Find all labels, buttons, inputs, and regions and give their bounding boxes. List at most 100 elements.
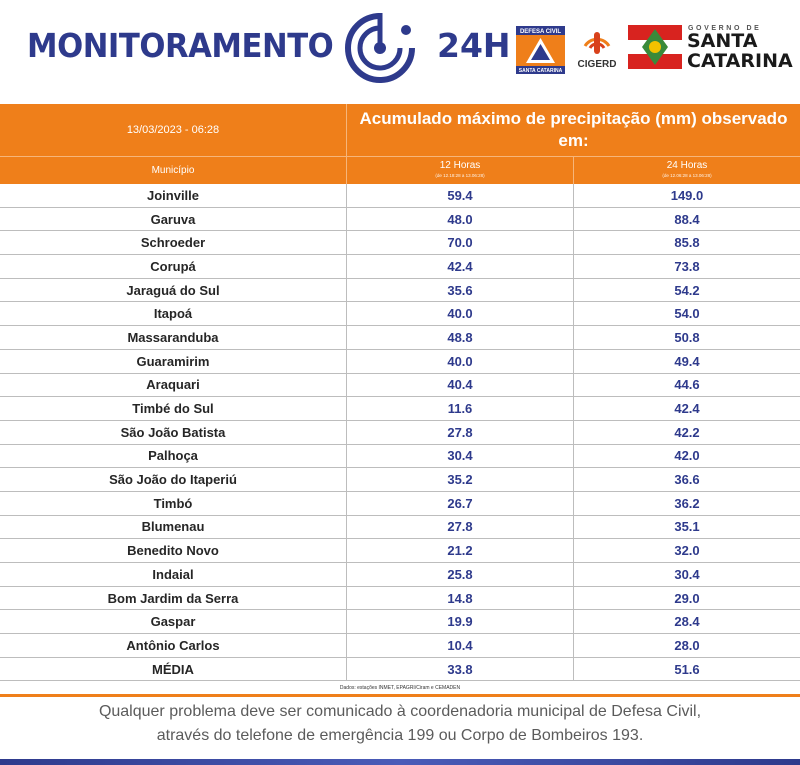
cigerd-logo: CIGERD [578, 32, 617, 70]
table-row: Timbó 26.7 36.2 [0, 491, 800, 516]
value-24h-cell: 36.2 [573, 491, 800, 515]
table-row: Schroeder 70.0 85.8 [0, 231, 800, 256]
table-row: MÉDIA 33.8 51.6 [0, 657, 800, 682]
value-24h-cell: 50.8 [573, 326, 800, 349]
footer-message: Qualquer problema deve ser comunicado à … [0, 700, 800, 748]
municipio-cell: Timbó [153, 495, 193, 511]
brand-title: MONITORAMENTO [27, 26, 334, 65]
value-12h-cell: 35.6 [346, 278, 573, 302]
defesa-civil-logo-bottom-text: SANTA CATARINA [519, 68, 563, 74]
governo-name-line1: SANTA [687, 30, 758, 52]
brand-24h: 24H [437, 26, 511, 65]
value-24h-cell: 44.6 [573, 373, 800, 397]
value-12h-cell: 48.8 [346, 326, 573, 349]
table-row: Timbé do Sul 11.6 42.4 [0, 397, 800, 421]
table-row: Garuva 48.0 88.4 [0, 207, 800, 232]
footer-bar [0, 759, 800, 765]
table-row: Guaramirim 40.0 49.4 [0, 349, 800, 374]
municipio-cell: Schroeder [140, 235, 206, 251]
table-row: São João Batista 27.8 42.2 [0, 420, 800, 445]
municipio-cell: Massaranduba [127, 329, 219, 345]
table-row: Benedito Novo 21.2 32.0 [0, 539, 800, 563]
table-row: Antônio Carlos 10.4 28.0 [0, 634, 800, 658]
value-24h-cell: 42.0 [573, 444, 800, 468]
column-header-12h: 12 Horas (de 12.18:28 a 13.06:28) [346, 157, 573, 185]
cigerd-logo-text: CIGERD [578, 59, 617, 70]
municipio-cell: Araquari [146, 377, 200, 393]
value-24h-cell: 88.4 [573, 207, 800, 231]
value-12h-cell: 19.9 [346, 610, 573, 634]
footer-line-1: Qualquer problema deve ser comunicado à … [98, 703, 702, 720]
value-12h-cell: 27.8 [346, 420, 573, 444]
data-source-note: Dados: estações INMET, EPAGRI/Ciram e CE… [339, 685, 461, 691]
defesa-civil-logo: DEFESA CIVIL SANTA CATARINA [516, 26, 565, 74]
value-12h-cell: 14.8 [346, 586, 573, 610]
table-row: Corupá 42.4 73.8 [0, 255, 800, 279]
value-24h-cell: 54.0 [573, 302, 800, 326]
value-24h-cell: 42.4 [573, 397, 800, 420]
value-12h-cell: 25.8 [346, 563, 573, 586]
table-column-headers: Município 12 Horas (de 12.18:28 a 13.06:… [0, 156, 800, 185]
table-row: São João do Itaperiú 35.2 36.6 [0, 468, 800, 492]
municipio-cell: Guaramirim [136, 353, 210, 369]
value-12h-cell: 35.2 [346, 468, 573, 491]
municipio-cell: São João do Itaperiú [109, 472, 237, 488]
value-12h-cell: 26.7 [346, 491, 573, 515]
value-12h-cell: 10.4 [346, 634, 573, 657]
table-row: Jaraguá do Sul 35.6 54.2 [0, 278, 800, 303]
table-row: Araquari 40.4 44.6 [0, 373, 800, 398]
value-12h-cell: 27.8 [346, 515, 573, 539]
municipio-cell: Itapoá [153, 306, 193, 322]
governo-label: GOVERNO DE [688, 25, 762, 32]
municipio-cell: MÉDIA [152, 661, 194, 677]
column-header-municipio: Município [151, 165, 195, 176]
value-24h-cell: 36.6 [573, 468, 800, 491]
value-24h-cell: 73.8 [573, 255, 800, 278]
municipio-cell: Benedito Novo [127, 543, 219, 559]
value-12h-cell: 33.8 [346, 657, 573, 681]
table-title: Acumulado máximo de precipitação (mm) ob… [359, 109, 788, 150]
page-header: MONITORAMENTO 24H DEFESA CIVIL SANTA CAT… [0, 0, 800, 104]
column-header-24h-label: 24 Horas [666, 160, 708, 171]
value-24h-cell: 49.4 [573, 349, 800, 373]
table-body: Joinville 59.4 149.0 Garuva 48.0 88.4 Schroede… [0, 184, 800, 682]
municipio-cell: Antônio Carlos [126, 637, 220, 653]
value-24h-cell: 149.0 [573, 184, 800, 207]
municipio-cell: Timbé do Sul [132, 401, 214, 417]
footer-line-2: através do telefone de emergência 199 ou… [156, 727, 644, 744]
column-header-24h-period: (de 12.06:28 a 13.06:28) [662, 173, 712, 178]
monitoring-clock-icon [345, 13, 415, 83]
municipio-cell: Blumenau [141, 519, 205, 535]
table-header-top: 13/03/2023 - 06:28 Acumulado máximo de p… [0, 104, 800, 156]
municipio-cell: Jaraguá do Sul [126, 282, 220, 298]
value-24h-cell: 35.1 [573, 515, 800, 539]
value-24h-cell: 85.8 [573, 231, 800, 255]
table-row: Gaspar 19.9 28.4 [0, 610, 800, 635]
value-24h-cell: 30.4 [573, 563, 800, 586]
value-12h-cell: 42.4 [346, 255, 573, 278]
value-12h-cell: 48.0 [346, 207, 573, 231]
table-row: Bom Jardim da Serra 14.8 29.0 [0, 586, 800, 611]
table-row: Indaial 25.8 30.4 [0, 563, 800, 587]
value-24h-cell: 28.4 [573, 610, 800, 634]
municipio-cell: Garuva [150, 211, 196, 227]
value-12h-cell: 21.2 [346, 539, 573, 562]
value-12h-cell: 11.6 [346, 397, 573, 420]
municipio-cell: São João Batista [120, 424, 226, 440]
value-12h-cell: 40.0 [346, 302, 573, 326]
value-12h-cell: 40.0 [346, 349, 573, 373]
value-24h-cell: 28.0 [573, 634, 800, 657]
value-24h-cell: 32.0 [573, 539, 800, 562]
santa-catarina-flag-logo [628, 25, 682, 69]
table-row: Massaranduba 48.8 50.8 [0, 326, 800, 350]
municipio-cell: Corupá [150, 258, 196, 274]
defesa-civil-logo-top-text: DEFESA CIVIL [520, 29, 561, 35]
municipio-cell: Indaial [152, 566, 194, 582]
column-header-12h-label: 12 Horas [439, 160, 481, 171]
column-header-12h-period: (de 12.18:28 a 13.06:28) [435, 173, 485, 178]
value-12h-cell: 40.4 [346, 373, 573, 397]
municipio-cell: Gaspar [150, 614, 196, 630]
table-row: Joinville 59.4 149.0 [0, 184, 800, 208]
value-24h-cell: 51.6 [573, 657, 800, 681]
value-12h-cell: 59.4 [346, 184, 573, 207]
